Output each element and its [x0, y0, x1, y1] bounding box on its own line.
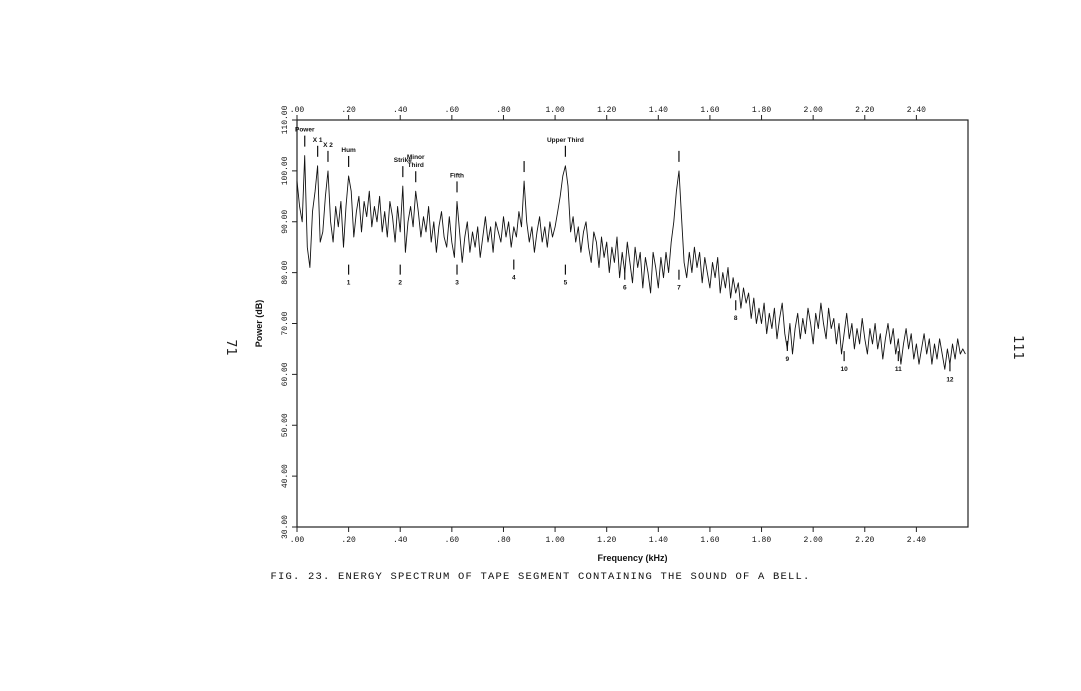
x-tick-label: .60 — [445, 536, 460, 545]
peak-label: Minor — [407, 154, 425, 161]
peak-label: Hum — [341, 147, 356, 154]
partial-number: 10 — [841, 366, 849, 373]
x-tick-label-top: 2.20 — [855, 106, 874, 115]
peak-label: X 2 — [323, 142, 333, 149]
x-tick-label-top: 2.40 — [907, 106, 926, 115]
x-tick-label: .00 — [290, 536, 305, 545]
y-tick-label: 30.00 — [281, 515, 290, 539]
partial-number: 9 — [786, 356, 790, 363]
x-tick-label: .40 — [393, 536, 408, 545]
figure-caption: FIG. 23. ENERGY SPECTRUM OF TAPE SEGMENT… — [270, 571, 811, 583]
y-tick-label: 90.00 — [281, 210, 290, 234]
peak-label: Power — [295, 127, 315, 134]
spectrum-line — [296, 155, 966, 370]
x-tick-label-top: 1.40 — [649, 106, 668, 115]
peak-label: X 1 — [313, 137, 323, 144]
y-tick-label: 70.00 — [281, 311, 290, 335]
x-tick-label-top: 2.00 — [804, 106, 823, 115]
y-tick-label: 40.00 — [281, 464, 290, 488]
x-tick-label: 2.40 — [907, 536, 926, 545]
plot-frame — [296, 119, 969, 528]
x-tick-label-top: 1.80 — [752, 106, 771, 115]
x-tick-label-top: .60 — [445, 106, 460, 115]
x-tick-label-top: .80 — [496, 106, 511, 115]
partial-number: 8 — [734, 315, 738, 322]
peak-label: Third — [408, 162, 424, 169]
x-tick-label-top: .00 — [290, 106, 305, 115]
x-tick-label: 1.40 — [649, 536, 668, 545]
x-tick-label: 1.20 — [597, 536, 616, 545]
peak-label: Upper Third — [547, 137, 584, 144]
y-tick-label: 60.00 — [281, 362, 290, 386]
partial-number: 2 — [398, 280, 402, 287]
y-tick-label: 80.00 — [281, 260, 290, 284]
x-tick-label-top: 1.20 — [597, 106, 616, 115]
x-axis-label: Frequency (kHz) — [597, 553, 667, 563]
partial-number: 1 — [347, 280, 351, 287]
y-tick-label: 110.00 — [281, 105, 290, 134]
partial-number: 4 — [512, 275, 516, 282]
x-tick-label-top: 1.60 — [700, 106, 719, 115]
x-tick-label-top: 1.00 — [545, 106, 564, 115]
partial-number: 3 — [455, 280, 459, 287]
x-tick-label: 1.80 — [752, 536, 771, 545]
x-tick-label: .80 — [496, 536, 511, 545]
x-tick-label: 1.60 — [700, 536, 719, 545]
x-tick-label: 2.00 — [804, 536, 823, 545]
x-tick-label: 1.00 — [545, 536, 564, 545]
x-tick-label-top: .20 — [341, 106, 356, 115]
partial-number: 7 — [677, 285, 681, 292]
x-tick-label: 2.20 — [855, 536, 874, 545]
partial-number: 6 — [623, 285, 627, 292]
y-axis-label: Power (dB) — [254, 300, 264, 348]
y-tick-label: 100.00 — [281, 156, 290, 185]
partial-number: 5 — [564, 280, 568, 287]
x-tick-label: .20 — [341, 536, 356, 545]
x-tick-label-top: .40 — [393, 106, 408, 115]
y-tick-label: 50.00 — [281, 413, 290, 437]
partial-number: 12 — [946, 376, 954, 383]
partial-number: 11 — [895, 366, 902, 373]
peak-label: Strike — [394, 157, 412, 164]
peak-label: Fifth — [450, 172, 464, 179]
